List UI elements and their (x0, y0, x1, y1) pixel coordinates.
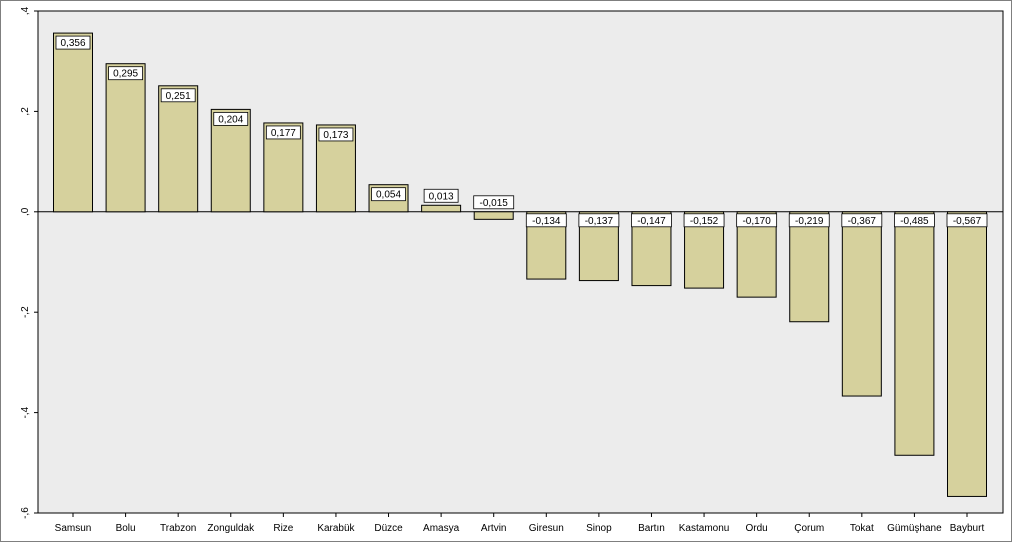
data-label-box (423, 188, 459, 203)
data-label-box (265, 125, 301, 140)
bar (947, 211, 987, 497)
category-label: Gümüşhane (887, 523, 942, 534)
data-label-box (213, 111, 249, 126)
category-label: Tokat (850, 523, 874, 534)
data-label-text: 0,173 (323, 130, 348, 141)
data-label-text: -0,152 (690, 216, 719, 227)
data-label: 0,054 (371, 187, 406, 202)
category-label: Bayburt (950, 523, 985, 534)
data-label-text: 0,356 (60, 38, 85, 49)
bar (105, 63, 146, 213)
data-label: -0,367 (841, 213, 883, 228)
data-label-box (55, 35, 91, 50)
bar (894, 211, 935, 456)
data-label-box (788, 213, 830, 228)
category-label: Düzce (374, 523, 403, 534)
data-labels-group: 0,356 0,295 0,251 0,204 0,177 0,173 0,054 0,013… (55, 35, 988, 228)
data-label-text: 0,251 (166, 91, 191, 102)
y-axis: ,4 ,2 ,0 -,2 -,4 -,6 (20, 6, 38, 519)
bar (473, 211, 514, 220)
data-label: 0,251 (160, 88, 196, 103)
category-label: Amasya (423, 523, 460, 534)
data-label: -0,170 (736, 213, 778, 228)
data-label: 0,295 (108, 66, 143, 81)
y-tick-label: ,0 (20, 207, 31, 216)
data-label-text: -0,219 (795, 216, 824, 227)
data-label-box (473, 195, 515, 210)
bar (53, 32, 93, 213)
category-label: Ordu (746, 523, 768, 534)
data-label-box (578, 213, 620, 228)
x-axis: Samsun Bolu Trabzon Zonguldak Rize Karabük Düz… (55, 513, 985, 534)
data-label-text: -0,015 (480, 198, 509, 209)
category-label: Karabük (317, 523, 355, 534)
category-label: Samsun (55, 523, 92, 534)
data-label-text: -0,485 (900, 216, 929, 227)
data-label-text: -0,134 (532, 216, 561, 227)
data-label-box (683, 213, 725, 228)
data-label: 0,204 (213, 111, 249, 126)
data-label-text: 0,204 (218, 114, 243, 125)
data-label-text: -0,147 (637, 216, 666, 227)
data-label: -0,152 (683, 213, 725, 228)
category-label: Çorum (794, 523, 824, 534)
bar (789, 211, 830, 323)
data-label-box (160, 88, 196, 103)
data-label-box (318, 127, 354, 142)
category-label: Artvin (481, 523, 507, 534)
data-label-box (631, 213, 672, 228)
data-label-box (371, 187, 406, 202)
data-label-box (736, 213, 778, 228)
y-tick-label: -,4 (20, 406, 31, 418)
data-label: -0,567 (946, 213, 988, 228)
data-label: 0,173 (318, 127, 354, 142)
data-label-text: 0,295 (113, 69, 138, 80)
data-label-text: -0,137 (585, 216, 614, 227)
category-label: Trabzon (160, 523, 196, 534)
data-label-text: 0,013 (429, 191, 454, 202)
data-label-box (841, 213, 883, 228)
category-label: Giresun (529, 523, 564, 534)
data-label-box (108, 66, 143, 81)
category-label: Rize (273, 523, 293, 534)
data-label: -0,134 (525, 213, 567, 228)
bar (421, 204, 462, 213)
data-label-text: -0,567 (953, 216, 982, 227)
data-label-text: 0,177 (271, 128, 296, 139)
data-label: -0,015 (473, 195, 515, 210)
data-label: -0,219 (788, 213, 830, 228)
category-label: Bolu (116, 523, 136, 534)
bar (841, 211, 882, 397)
category-label: Kastamonu (679, 523, 730, 534)
bar (158, 85, 199, 213)
data-label: 0,013 (423, 188, 459, 203)
y-tick-label: ,2 (20, 107, 31, 116)
data-label-text: -0,170 (742, 216, 771, 227)
data-label: 0,177 (265, 125, 301, 140)
data-label-text: 0,054 (376, 190, 401, 201)
data-label-box (946, 213, 988, 228)
data-label: -0,147 (631, 213, 672, 228)
y-tick-label: ,4 (20, 6, 31, 15)
data-label: 0,356 (55, 35, 91, 50)
data-label-box (894, 213, 935, 228)
data-label-text: -0,367 (848, 216, 877, 227)
data-label: -0,485 (894, 213, 935, 228)
category-label: Sinop (586, 523, 612, 534)
category-label: Bartın (638, 523, 665, 534)
y-tick-label: -,2 (20, 306, 31, 318)
data-label: -0,137 (578, 213, 620, 228)
y-tick-label: -,6 (20, 507, 31, 519)
category-label: Zonguldak (207, 523, 255, 534)
data-label-box (525, 213, 567, 228)
bar (210, 108, 251, 213)
